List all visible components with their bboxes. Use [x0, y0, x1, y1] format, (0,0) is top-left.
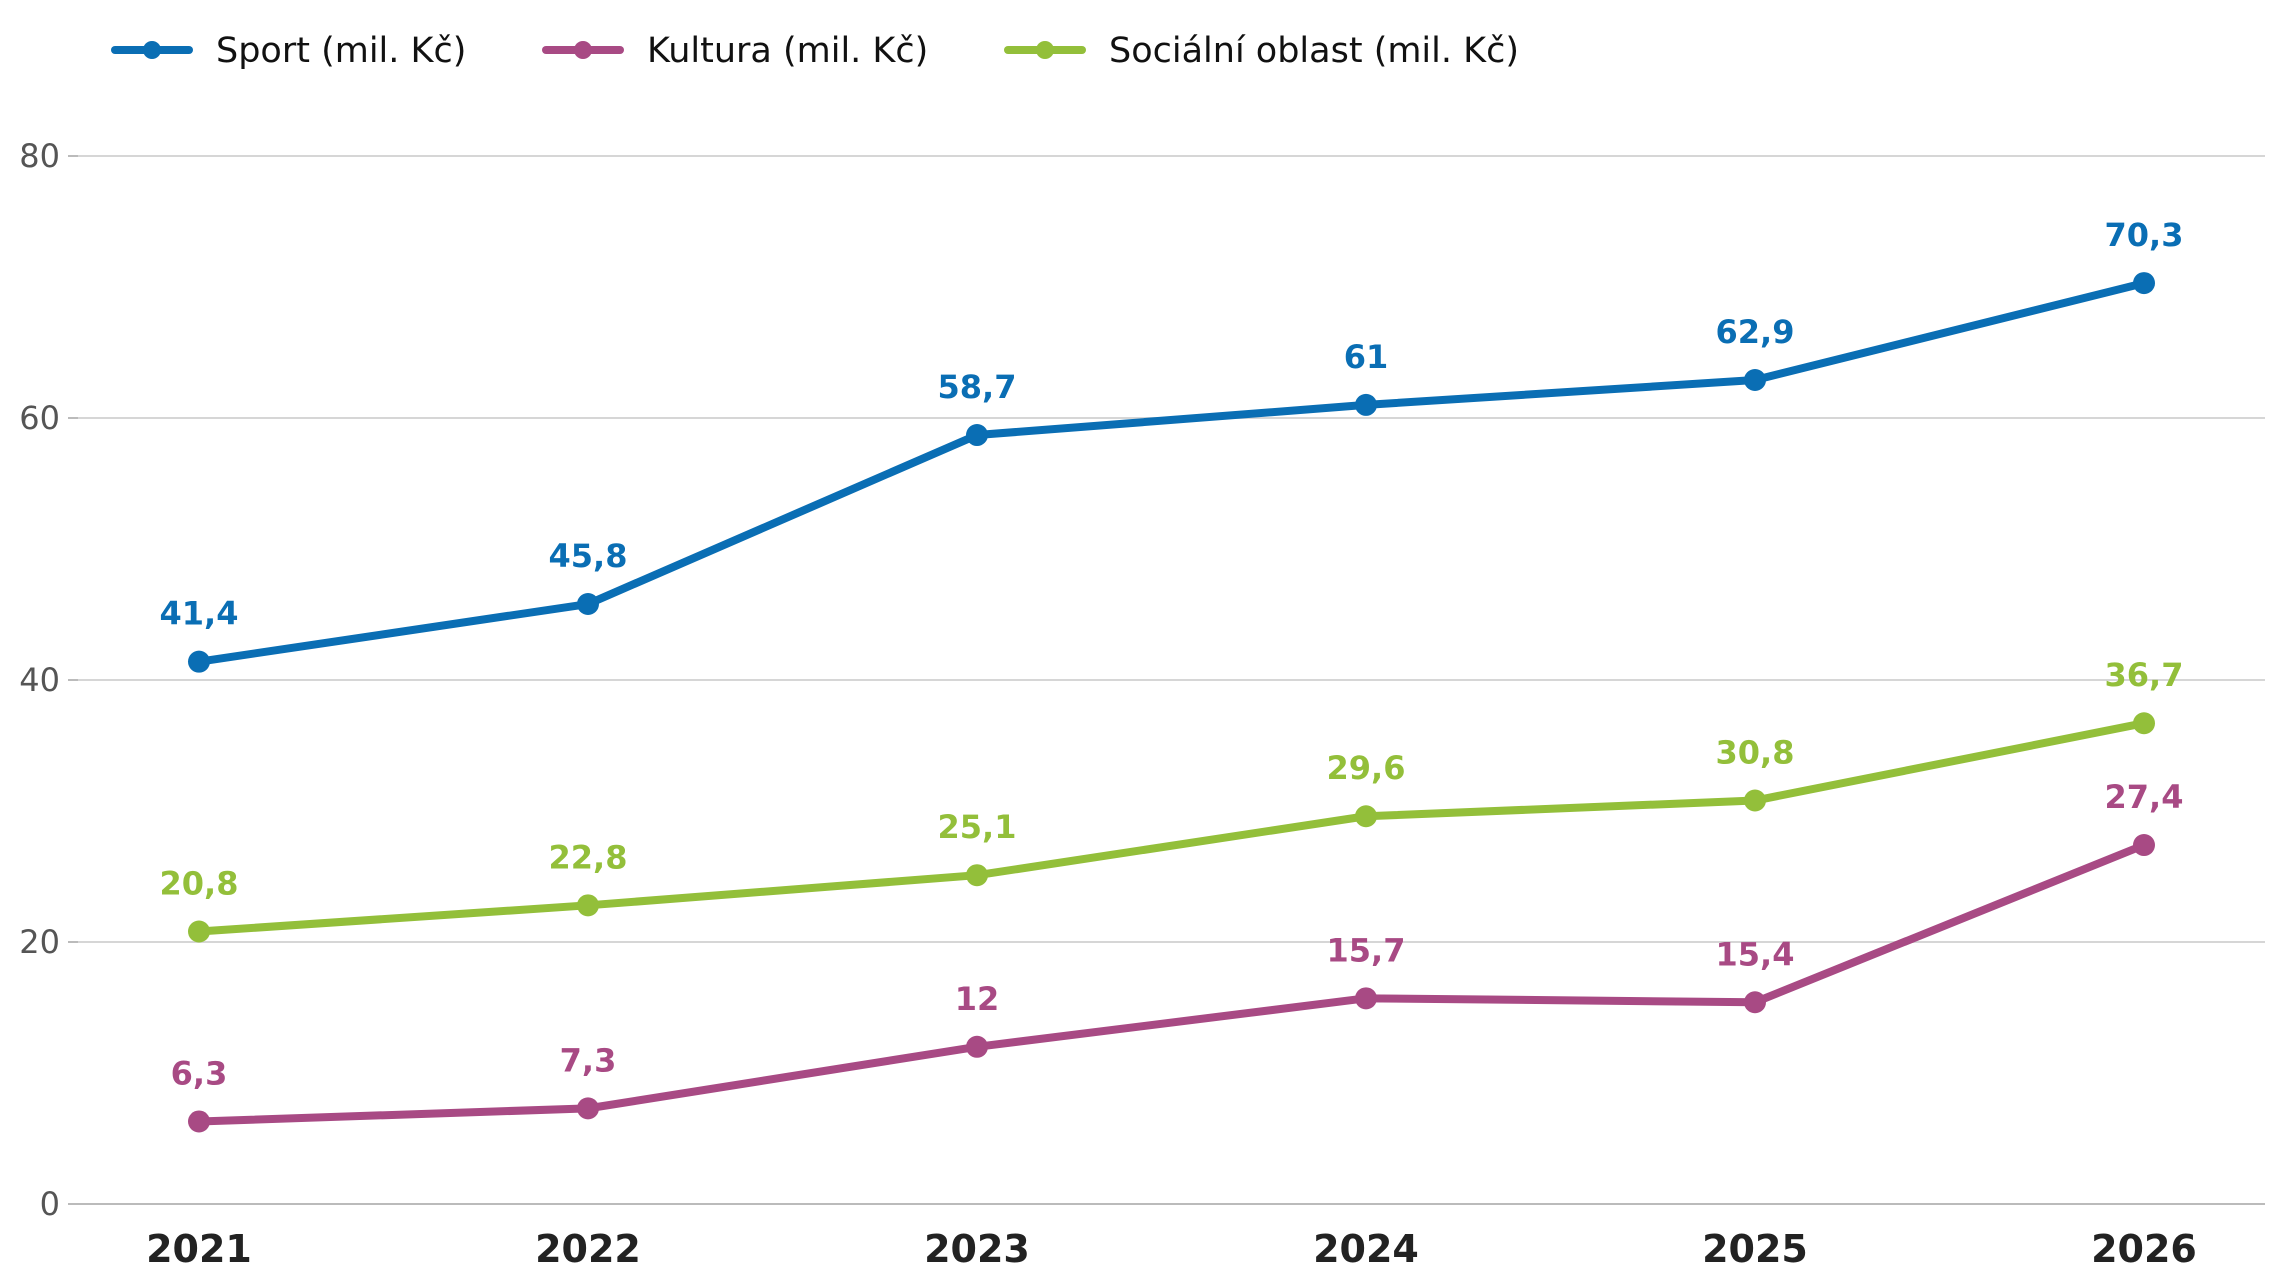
- y-tick-label: 0: [40, 1185, 60, 1223]
- data-label: 15,7: [1327, 931, 1406, 969]
- data-point: [2133, 272, 2155, 295]
- data-label: 70,3: [2105, 216, 2184, 254]
- data-point: [2133, 712, 2155, 735]
- data-label: 25,1: [938, 808, 1017, 846]
- data-label: 61: [1344, 338, 1389, 376]
- series-0: 41,4 45,8 58,7 61 62,9 70,3: [160, 216, 2184, 673]
- y-tick-label: 80: [19, 137, 60, 175]
- x-tick-label: 2022: [535, 1227, 641, 1271]
- data-point: [188, 920, 210, 943]
- data-label: 22,8: [549, 838, 628, 876]
- series-line: [195, 279, 2148, 666]
- data-point: [577, 894, 599, 917]
- data-point: [577, 1097, 599, 1120]
- data-point: [1744, 789, 1766, 812]
- data-label: 27,4: [2105, 778, 2184, 816]
- legend-label: Sport (mil. Kč): [216, 31, 466, 71]
- data-point: [966, 1035, 988, 1058]
- data-point: [1744, 991, 1766, 1014]
- data-point: [1355, 393, 1377, 416]
- data-label: 62,9: [1716, 313, 1795, 351]
- data-point: [966, 864, 988, 887]
- series-2: 20,8 22,8 25,1 29,6 30,8 36,7: [160, 656, 2184, 943]
- data-label: 58,7: [938, 368, 1017, 406]
- data-point: [188, 1110, 210, 1133]
- series-line: [195, 719, 2148, 936]
- y-tick-label: 60: [19, 399, 60, 437]
- legend-label: Kultura (mil. Kč): [647, 31, 928, 71]
- data-label: 45,8: [549, 537, 628, 575]
- y-tick-label: 20: [19, 923, 60, 961]
- x-axis: 2021 2022 2023 2024 2025 2026: [146, 1227, 2197, 1271]
- legend-swatch-marker: [1036, 41, 1054, 59]
- data-label: 6,3: [171, 1054, 228, 1092]
- data-label: 12: [955, 980, 1000, 1018]
- x-tick-label: 2023: [924, 1227, 1030, 1271]
- legend-label: Sociální oblast (mil. Kč): [1109, 31, 1519, 71]
- y-tick-label: 40: [19, 661, 60, 699]
- data-label: 7,3: [560, 1041, 617, 1079]
- x-tick-label: 2021: [146, 1227, 252, 1271]
- data-point: [2133, 834, 2155, 857]
- series-1: 6,3 7,3 12 15,7 15,4 27,4: [171, 778, 2184, 1133]
- legend-item: Sport (mil. Kč): [111, 31, 466, 71]
- data-label: 41,4: [160, 595, 239, 633]
- legend-swatch-marker: [143, 41, 161, 59]
- plot-area: 41,4 45,8 58,7 61 62,9 70,3 6,3 7,3 12 15,7 15,4 27…: [160, 216, 2184, 1133]
- data-label: 30,8: [1716, 734, 1795, 772]
- legend-swatch-marker: [574, 41, 592, 59]
- data-label: 15,4: [1716, 935, 1795, 973]
- legend-item: Sociální oblast (mil. Kč): [1004, 31, 1519, 71]
- data-point: [188, 650, 210, 673]
- data-label: 29,6: [1327, 749, 1406, 787]
- gridlines: [78, 155, 2265, 1205]
- data-point: [966, 424, 988, 447]
- data-point: [1744, 369, 1766, 392]
- data-label: 20,8: [160, 865, 239, 903]
- x-tick-label: 2024: [1313, 1227, 1419, 1271]
- data-point: [1355, 805, 1377, 828]
- y-axis: 0 20 40 60 80: [19, 137, 78, 1223]
- data-label: 36,7: [2105, 656, 2184, 694]
- data-point: [577, 593, 599, 616]
- legend-item: Kultura (mil. Kč): [542, 31, 928, 71]
- data-point: [1355, 987, 1377, 1010]
- series-line: [195, 841, 2148, 1126]
- legend: Sport (mil. Kč) Kultura (mil. Kč) Sociální…: [111, 31, 1519, 71]
- x-tick-label: 2025: [1702, 1227, 1808, 1271]
- x-tick-label: 2026: [2091, 1227, 2197, 1271]
